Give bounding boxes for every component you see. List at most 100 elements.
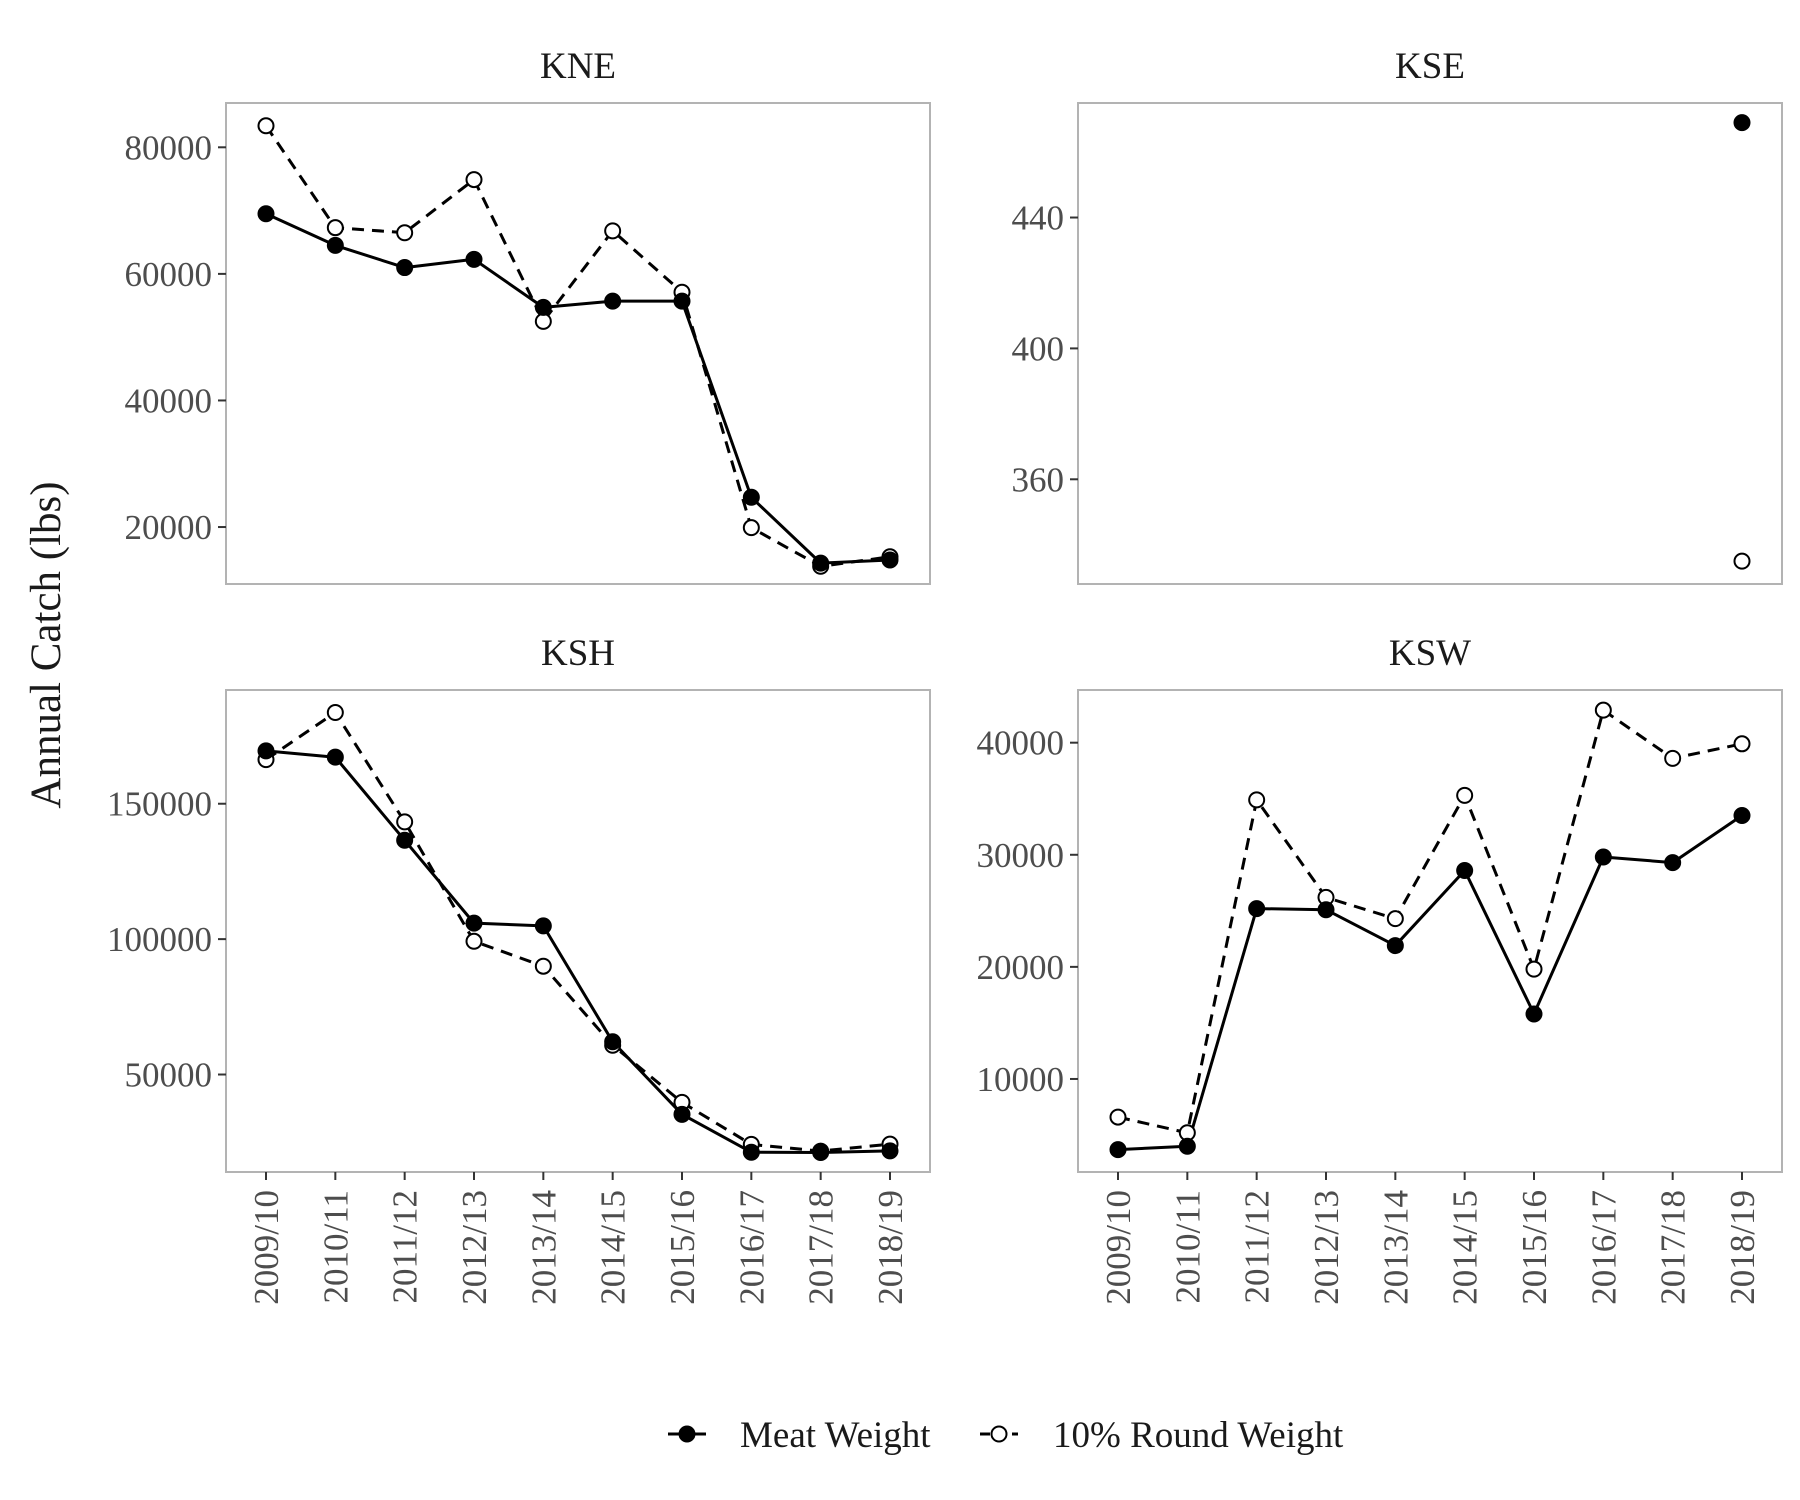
y-tick-label: 40000: [977, 724, 1065, 763]
y-axis-label: Annual Catch (lbs): [23, 481, 70, 808]
data-point-round-weight: [326, 703, 344, 721]
data-point-round-weight: [396, 224, 414, 242]
x-tick-label: 2018/19: [871, 1190, 910, 1305]
data-point-meat-weight: [396, 259, 414, 277]
panel-title: KNE: [540, 46, 616, 87]
x-tick-label: 2012/13: [455, 1190, 494, 1305]
x-tick-label: 2009/10: [1099, 1190, 1138, 1305]
series-line-meat-weight: [1117, 814, 1743, 1152]
data-point-meat-weight: [881, 551, 899, 569]
series-line-round-weight: [1117, 708, 1743, 1135]
series-line-meat-weight: [265, 212, 891, 565]
x-tick-label: 2016/17: [1584, 1190, 1623, 1305]
x-tick-label: 2016/17: [732, 1190, 771, 1305]
data-point-round-weight: [1386, 910, 1404, 928]
data-point-round-weight: [1664, 749, 1682, 767]
x-tick-label: 2009/10: [247, 1190, 286, 1305]
panel-kne: KNE 20000 40000 60000 80000: [125, 46, 931, 585]
y-tick-label: 30000: [977, 836, 1065, 875]
x-tick-label: 2015/16: [1515, 1190, 1554, 1305]
y-tick-label: 400: [1012, 329, 1065, 368]
panel-border: [1077, 102, 1783, 585]
data-point-round-weight: [534, 312, 552, 330]
data-point-round-weight: [1733, 735, 1751, 753]
data-point-meat-weight: [1525, 1005, 1543, 1023]
x-tick-label: 2011/12: [386, 1190, 425, 1303]
panel-title: KSE: [1395, 46, 1465, 87]
y-tick-label: 50000: [125, 1056, 213, 1095]
data-point-meat-weight: [604, 1033, 622, 1051]
panel-title: KSW: [1389, 633, 1471, 674]
y-tick-label: 100000: [107, 920, 212, 959]
data-point-meat-weight: [1733, 807, 1751, 825]
data-point-meat-weight: [604, 292, 622, 310]
x-tick-label: 2014/15: [594, 1190, 633, 1305]
data-point-round-weight: [742, 519, 760, 537]
series-line-round-weight: [265, 711, 891, 1153]
legend-round-weight-marker: [990, 1425, 1008, 1443]
x-tick-label: 2013/14: [524, 1190, 563, 1305]
x-tick-label: 2010/11: [1168, 1190, 1207, 1303]
series-line-meat-weight: [265, 749, 891, 1154]
data-point-round-weight: [604, 222, 622, 240]
x-tick-label: 2011/12: [1238, 1190, 1277, 1303]
y-tick-label: 440: [1012, 199, 1065, 238]
x-tick-label: 2015/16: [663, 1190, 702, 1305]
data-point-meat-weight: [1594, 848, 1612, 866]
data-point-meat-weight: [1178, 1137, 1196, 1155]
data-point-round-weight: [465, 171, 483, 189]
y-tick-label: 20000: [977, 948, 1065, 987]
data-point-round-weight: [465, 932, 483, 950]
data-point-meat-weight: [1386, 937, 1404, 955]
data-point-round-weight: [1733, 552, 1751, 570]
data-point-meat-weight: [465, 250, 483, 268]
y-tick-label: 20000: [125, 508, 213, 547]
x-tick-label: 2018/19: [1723, 1190, 1762, 1305]
data-point-meat-weight: [465, 914, 483, 932]
data-point-meat-weight: [396, 831, 414, 849]
data-point-round-weight: [326, 219, 344, 237]
x-tick-label: 2017/18: [1654, 1190, 1693, 1305]
data-point-meat-weight: [812, 1144, 830, 1162]
data-point-meat-weight: [257, 205, 275, 223]
y-tick-label: 150000: [107, 785, 212, 824]
x-tick-label: 2014/15: [1446, 1190, 1485, 1305]
data-point-meat-weight: [742, 1143, 760, 1161]
x-tick-label: 2012/13: [1307, 1190, 1346, 1305]
legend-round-weight-label: 10% Round Weight: [1053, 1415, 1344, 1456]
legend: Meat Weight 10% Round Weight: [668, 1415, 1344, 1456]
data-point-round-weight: [396, 813, 414, 831]
data-point-round-weight: [534, 957, 552, 975]
data-point-meat-weight: [881, 1142, 899, 1160]
panel-title: KSH: [541, 633, 615, 674]
y-tick-label: 60000: [125, 255, 213, 294]
data-point-meat-weight: [326, 236, 344, 254]
panel-ksw: KSW 10000 20000 30000 40000 2009/10 2010/11 201…: [977, 633, 1783, 1305]
data-point-meat-weight: [257, 742, 275, 760]
series-line-round-weight: [264, 124, 891, 568]
panel-border: [1077, 689, 1783, 1173]
data-point-meat-weight: [1109, 1141, 1127, 1159]
panel-border: [225, 102, 931, 585]
data-point-meat-weight: [673, 292, 691, 310]
x-tick-label: 2010/11: [316, 1190, 355, 1303]
data-point-meat-weight: [1317, 901, 1335, 919]
data-point-round-weight: [1594, 701, 1612, 719]
data-point-meat-weight: [673, 1105, 691, 1123]
legend-meat-weight-label: Meat Weight: [740, 1415, 931, 1456]
data-point-meat-weight: [1664, 854, 1682, 872]
y-tick-label: 80000: [125, 128, 213, 167]
panel-kse: KSE 360 400 440: [1012, 46, 1783, 585]
data-point-meat-weight: [742, 488, 760, 506]
legend-meat-weight-marker: [678, 1425, 696, 1443]
data-point-meat-weight: [1733, 114, 1751, 132]
data-point-round-weight: [1525, 960, 1543, 978]
panel-ksh: KSH 50000 100000 150000 2009/10 2010/11 2011/1…: [107, 633, 931, 1305]
data-point-round-weight: [1109, 1108, 1127, 1126]
y-tick-label: 10000: [977, 1060, 1065, 1099]
y-tick-label: 360: [1012, 460, 1065, 499]
data-point-meat-weight: [812, 554, 830, 572]
y-tick-label: 40000: [125, 381, 213, 420]
x-tick-label: 2017/18: [802, 1190, 841, 1305]
